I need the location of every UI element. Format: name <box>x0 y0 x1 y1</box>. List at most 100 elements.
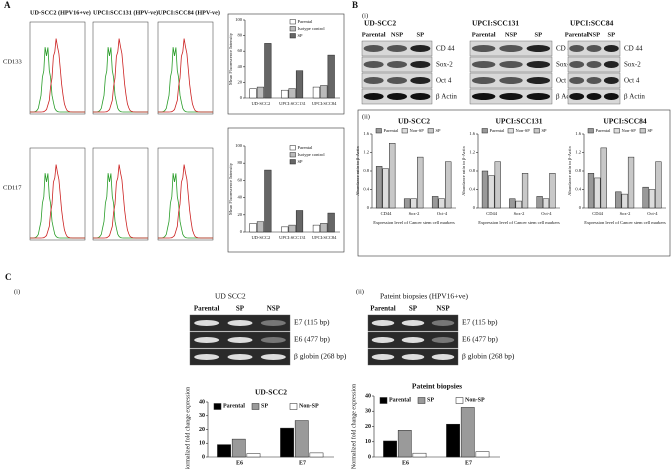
label: UPCI:SCC84 <box>603 117 647 126</box>
blot-band <box>363 61 384 68</box>
legend-swatch <box>251 403 260 410</box>
blot-band <box>471 61 496 68</box>
blot-band <box>363 93 384 100</box>
label: Sox-2 <box>409 211 420 216</box>
label: E6 (477 bp) <box>294 335 330 344</box>
label: Pateint biopsies <box>412 382 462 391</box>
flow-histogram <box>30 38 85 113</box>
label: Parental <box>362 31 386 38</box>
label: β globin (268 bp) <box>294 352 347 361</box>
blot-band <box>363 45 384 52</box>
bar <box>295 70 304 99</box>
legend-swatch <box>455 397 464 404</box>
label: SP <box>261 403 268 409</box>
blot-band <box>410 77 431 84</box>
label: 20 <box>365 424 371 430</box>
bar <box>521 173 529 209</box>
blot-band <box>363 77 384 84</box>
label: 20 <box>238 212 243 217</box>
label: Oct-4 <box>437 211 448 216</box>
label: 0 <box>240 95 243 100</box>
bar <box>615 191 622 209</box>
label: 10 <box>199 441 205 447</box>
label: Sox-2 <box>620 211 631 216</box>
legend-swatch <box>613 128 620 134</box>
bar <box>515 200 522 209</box>
label: 0 <box>240 229 243 234</box>
bar <box>281 226 289 233</box>
label: SP <box>417 31 425 38</box>
bar <box>281 89 289 99</box>
label: 0.8 <box>575 168 581 173</box>
flow-frame <box>157 21 214 115</box>
label: 0 <box>473 205 476 210</box>
blot-band <box>410 45 431 52</box>
label: E7 <box>465 460 472 466</box>
label: Expression level of Cancer stem cell mar… <box>478 220 560 225</box>
bar <box>249 223 257 233</box>
legend-swatch <box>533 128 540 134</box>
label: E7 (115 bp) <box>462 318 498 327</box>
blot-band <box>569 61 585 68</box>
label: 10 <box>365 439 371 445</box>
bar <box>249 88 257 99</box>
gel-band <box>431 320 455 326</box>
label: UPCI:SCC131 (HPV-ve) <box>93 9 158 16</box>
gel-band <box>194 320 220 326</box>
blot-band <box>586 93 602 100</box>
bar <box>280 427 294 458</box>
label: (i) <box>14 288 20 295</box>
label: Normalized fold change expression <box>350 384 357 469</box>
gel-band <box>401 320 425 326</box>
bar <box>627 156 635 209</box>
bar <box>488 175 495 209</box>
label: Normalized fold change expression <box>184 387 191 469</box>
label: UD-SCC2 <box>255 388 287 397</box>
legend-swatch <box>379 397 388 404</box>
label: 1.2 <box>363 150 369 155</box>
label: 0.8 <box>363 168 369 173</box>
blot-band <box>586 77 602 84</box>
blot-band <box>526 61 551 68</box>
blot-band <box>603 93 619 100</box>
label: Non-SP <box>622 128 637 133</box>
bar <box>383 440 397 458</box>
label: B <box>352 0 358 10</box>
blot-band <box>526 45 551 52</box>
legend-swatch <box>289 145 296 151</box>
label: 1.6 <box>575 131 581 136</box>
gel-band <box>227 320 253 326</box>
label: Sox-2 <box>624 61 641 69</box>
legend-swatch <box>289 19 296 25</box>
legend-swatch <box>289 403 298 410</box>
blot-band <box>387 45 407 52</box>
blot-band <box>586 61 602 68</box>
label: UD-SCC2 <box>251 101 270 106</box>
legend-swatch <box>427 128 434 134</box>
label: Parental <box>389 397 411 403</box>
legend-swatch <box>417 397 426 404</box>
bar <box>475 451 490 458</box>
label: Expression level of Cancer stem cell mar… <box>373 220 455 225</box>
bar <box>256 221 265 233</box>
label: CD 44 <box>556 45 575 53</box>
label: Oct-4 <box>647 211 658 216</box>
label: Isotype control <box>298 152 326 157</box>
label: E6 <box>236 460 243 466</box>
gel-band <box>401 354 425 360</box>
label: UD SCC2 <box>215 292 246 301</box>
bar <box>288 88 296 99</box>
gel-band <box>431 337 455 343</box>
label: NSP <box>436 305 450 313</box>
blot-band <box>471 45 496 52</box>
label: E7 (115 bp) <box>294 318 330 327</box>
label: (i) <box>362 12 368 19</box>
panel-box <box>227 13 345 115</box>
bar <box>621 193 628 209</box>
panel-box <box>357 109 671 257</box>
legend-swatch <box>289 152 296 158</box>
label: CD44 <box>381 211 393 216</box>
legend-swatch <box>289 159 296 165</box>
bar <box>382 168 389 209</box>
label: UPCI:SCC131 <box>472 19 519 28</box>
